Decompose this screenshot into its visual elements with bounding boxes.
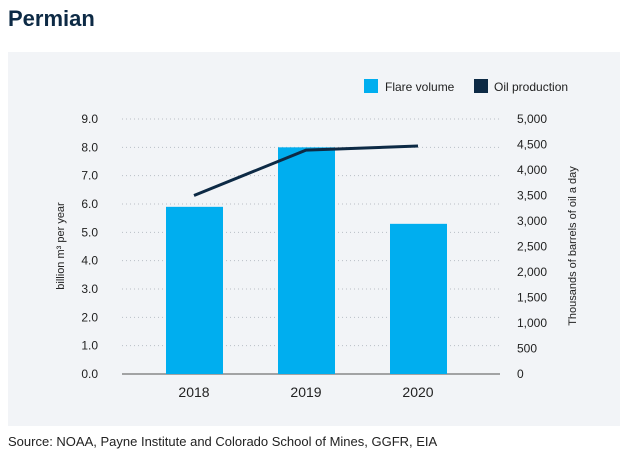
source-note: Source: NOAA, Payne Institute and Colora… (8, 434, 438, 449)
bar-2019 (278, 147, 335, 374)
legend-swatch-oil (474, 79, 488, 93)
y-right-axis-label: Thousands of barrels of oil a day (567, 166, 579, 326)
legend-label-oil: Oil production (494, 80, 568, 94)
y-right-tick-label: 2,000 (517, 265, 547, 279)
y-right-tick-label: 1,500 (517, 291, 547, 305)
y-tick-label: 2.0 (81, 310, 98, 324)
y-right-tick-label: 2,500 (517, 240, 547, 254)
y-tick-label: 0.0 (81, 367, 98, 381)
y-right-tick-label: 5,000 (517, 112, 547, 126)
y-tick-label: 8.0 (81, 140, 98, 154)
y-right-tick-label: 1,000 (517, 316, 547, 330)
oil-production-line (193, 144, 419, 197)
legend-swatch-flare (364, 79, 378, 93)
y-tick-label: 3.0 (81, 282, 98, 296)
y-tick-label: 1.0 (81, 339, 98, 353)
x-tick-label: 2019 (290, 384, 321, 400)
y-axis-label: billion m³ per year (55, 202, 67, 290)
y-right-tick-label: 4,000 (517, 163, 547, 177)
y-tick-label: 9.0 (81, 112, 98, 126)
y-right-tick-label: 500 (517, 342, 537, 356)
y-tick-label: 6.0 (81, 197, 98, 211)
x-tick-label: 2020 (402, 384, 433, 400)
y-right-tick-label: 3,000 (517, 214, 547, 228)
y-tick-label: 7.0 (81, 169, 98, 183)
x-tick-label: 2018 (178, 384, 209, 400)
y-right-tick-label: 0 (517, 367, 524, 381)
chart-title: Permian (8, 6, 95, 31)
y-right-tick-label: 4,500 (517, 138, 547, 152)
y-right-tick-label: 3,500 (517, 189, 547, 203)
y-tick-label: 5.0 (81, 225, 98, 239)
legend-label-flare: Flare volume (385, 80, 455, 94)
bar-2020 (390, 223, 447, 374)
bar-2018 (166, 206, 223, 374)
y-tick-label: 4.0 (81, 254, 98, 268)
